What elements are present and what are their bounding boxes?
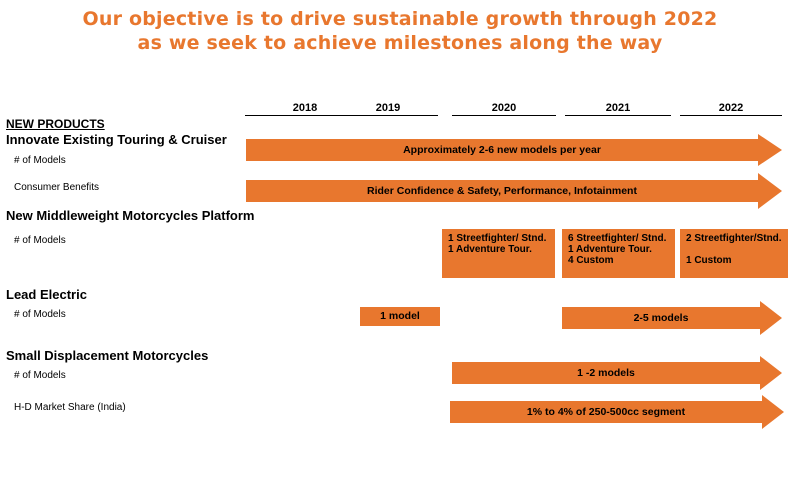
middleweight-title: New Middleweight Motorcycles Platform xyxy=(6,208,255,223)
small-share-label: H-D Market Share (India) xyxy=(14,402,126,413)
middleweight-2022-line-2: 1 Custom xyxy=(686,255,732,266)
middleweight-2020-line-1: 1 Streetfighter/ Stnd. xyxy=(448,233,547,244)
middleweight-2020-box: 1 Streetfighter/ Stnd. 1 Adventure Tour. xyxy=(442,229,555,278)
middleweight-models-label: # of Models xyxy=(14,235,66,246)
year-2018: 2018 xyxy=(245,102,365,116)
touring-models-arrow: Approximately 2-6 new models per year xyxy=(246,134,782,166)
electric-2021-arrow: 2-5 models xyxy=(562,301,782,335)
year-2021: 2021 xyxy=(565,102,671,116)
small-title: Small Displacement Motorcycles xyxy=(6,348,209,363)
touring-models-label: # of Models xyxy=(14,155,66,166)
middleweight-2022-line-1: 2 Streetfighter/Stnd. xyxy=(686,233,782,244)
headline-line-2: as we seek to achieve milestones along t… xyxy=(137,32,663,54)
small-share-arrow: 1% to 4% of 250-500cc segment xyxy=(450,395,784,429)
headline-line-1: Our objective is to drive sustainable gr… xyxy=(82,8,718,30)
middleweight-2021-line-1: 6 Streetfighter/ Stnd. xyxy=(568,233,667,244)
middleweight-2020-line-2: 1 Adventure Tour. xyxy=(448,244,532,255)
electric-2021-bar-label: 2-5 models xyxy=(633,312,689,324)
year-2020: 2020 xyxy=(452,102,556,116)
touring-benefits-label: Consumer Benefits xyxy=(14,182,100,193)
small-models-bar-label: 1 -2 models xyxy=(577,367,635,379)
new-products-heading: NEW PRODUCTS xyxy=(6,117,105,131)
touring-models-bar-label: Approximately 2-6 new models per year xyxy=(403,144,601,156)
electric-2019-box: 1 model xyxy=(360,307,440,326)
middleweight-2022-box: 2 Streetfighter/Stnd. 1 Custom xyxy=(680,229,788,278)
touring-benefits-bar-label: Rider Confidence & Safety, Performance, … xyxy=(367,185,637,197)
year-2022: 2022 xyxy=(680,102,782,116)
electric-title: Lead Electric xyxy=(6,287,87,302)
small-share-bar-label: 1% to 4% of 250-500cc segment xyxy=(526,406,686,418)
middleweight-2021-line-2: 1 Adventure Tour. xyxy=(568,244,652,255)
year-2019: 2019 xyxy=(338,102,438,116)
small-models-arrow: 1 -2 models xyxy=(452,356,782,390)
touring-title: Innovate Existing Touring & Cruiser xyxy=(6,132,227,147)
touring-benefits-arrow: Rider Confidence & Safety, Performance, … xyxy=(246,173,782,209)
middleweight-2021-box: 6 Streetfighter/ Stnd. 1 Adventure Tour.… xyxy=(562,229,675,278)
electric-models-label: # of Models xyxy=(14,309,66,320)
middleweight-2021-line-3: 4 Custom xyxy=(568,255,614,266)
small-models-label: # of Models xyxy=(14,370,66,381)
